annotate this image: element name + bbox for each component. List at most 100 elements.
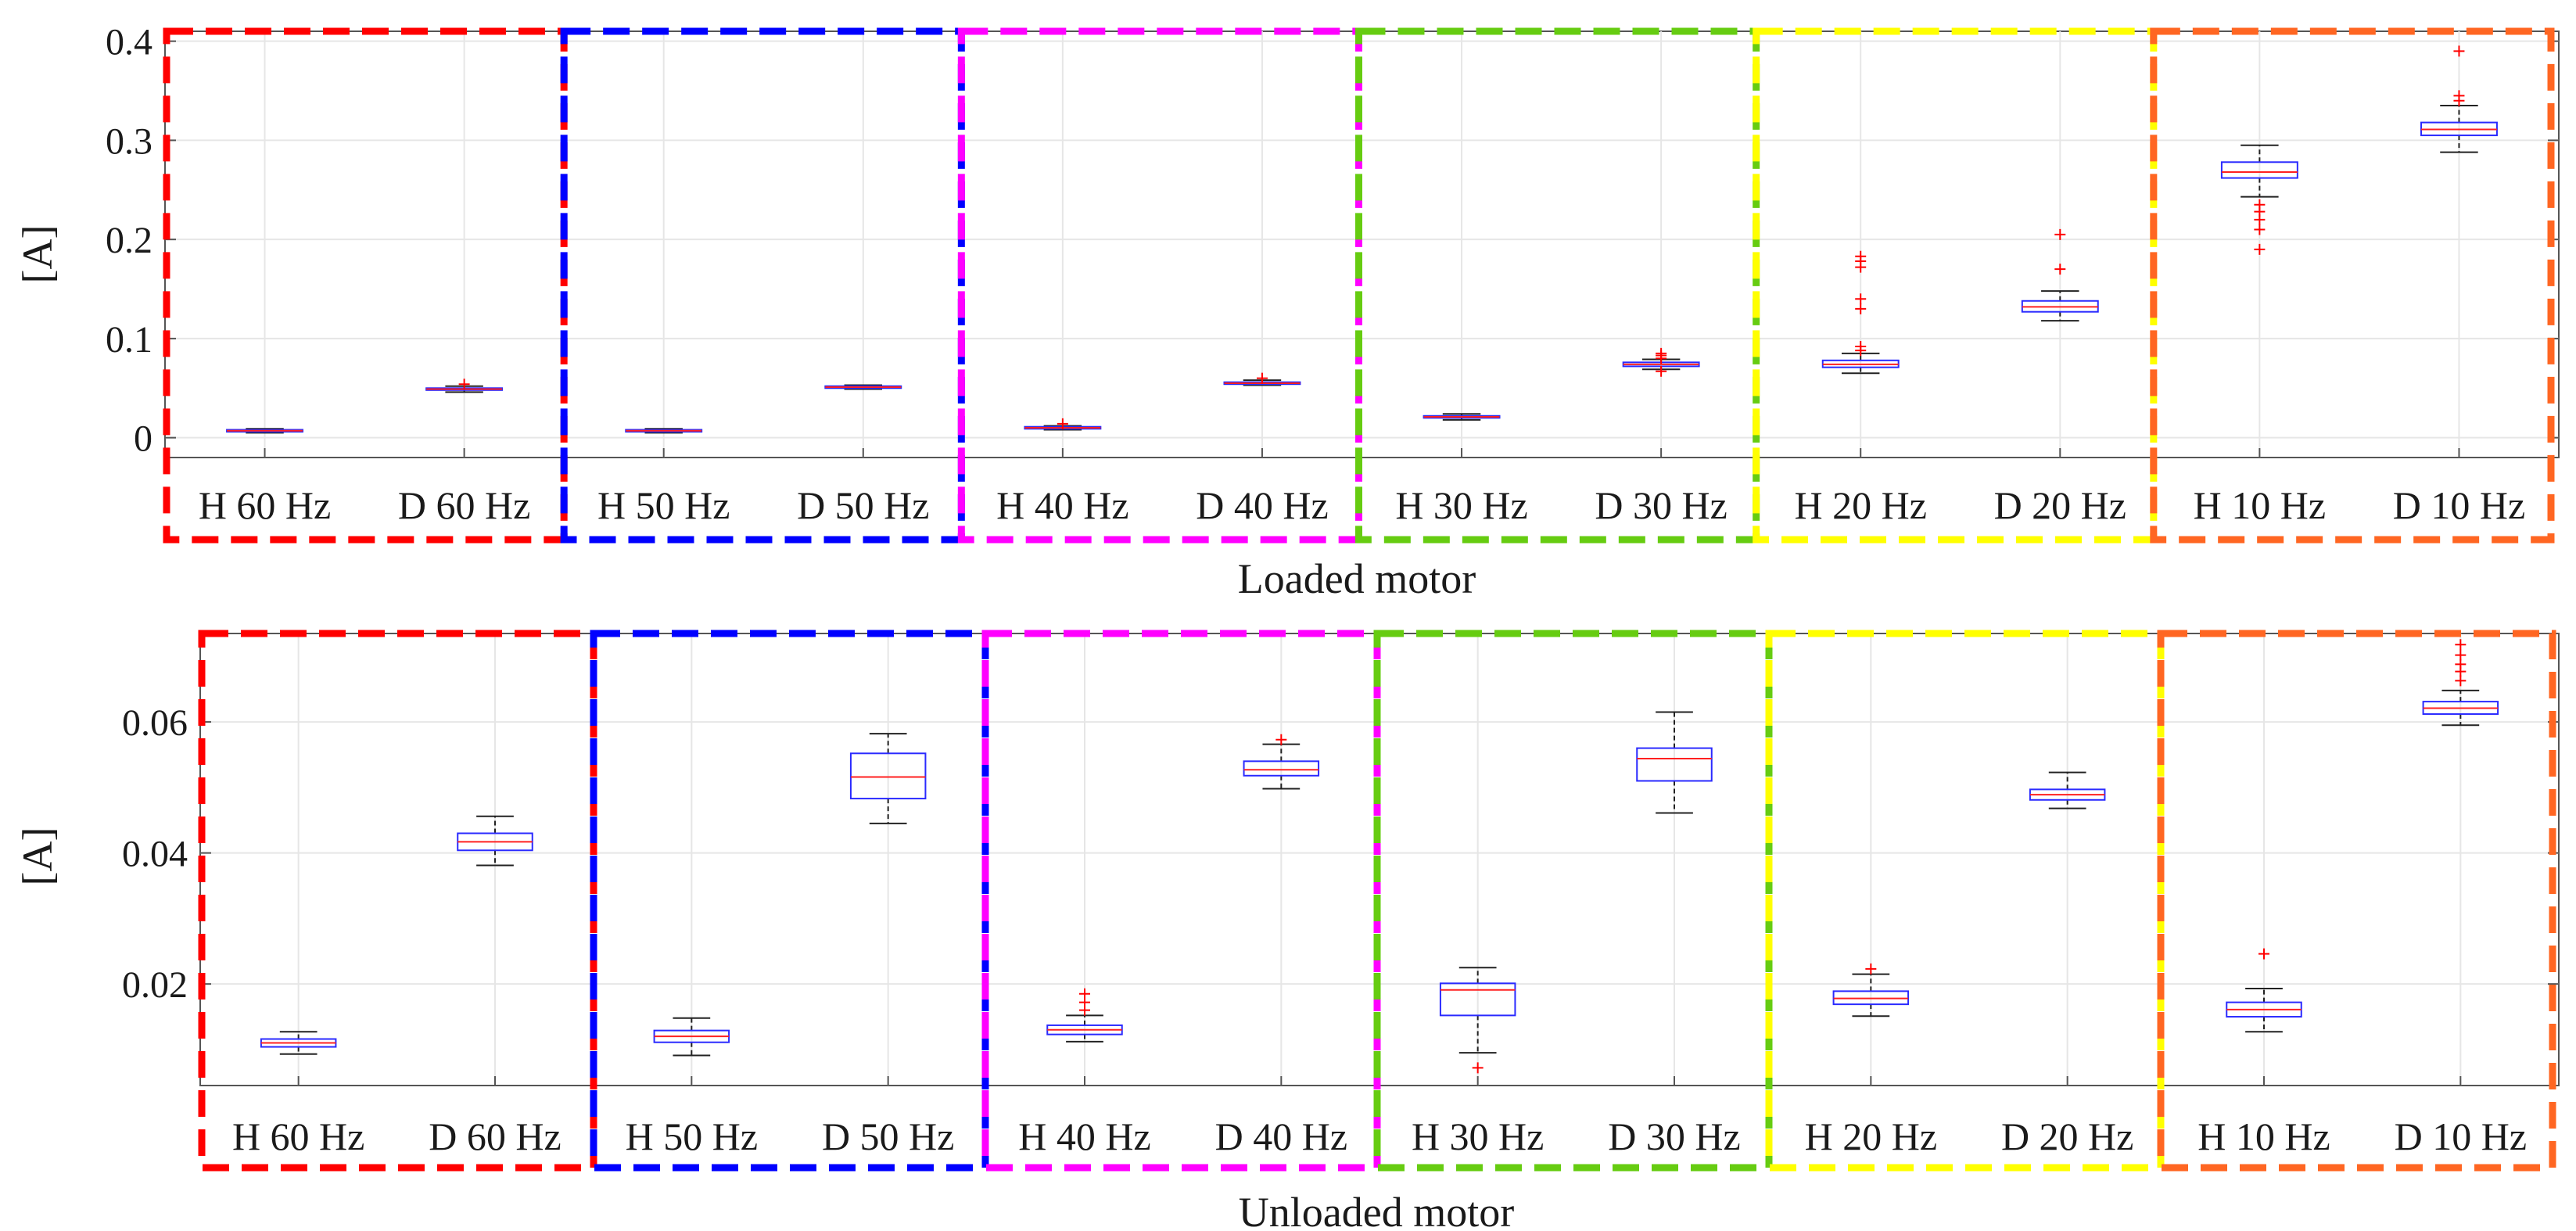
box-h-10-hz <box>2226 948 2302 1033</box>
box-d-30-hz <box>1636 711 1713 814</box>
group-frame-10hz <box>2157 630 2556 1172</box>
y-tick-label: 0.04 <box>122 834 188 875</box>
box-h-30-hz <box>1423 413 1501 421</box>
box-d-20-hz <box>2021 228 2099 322</box>
outlier-marker <box>1865 963 1877 974</box>
x-tick-label: H 20 Hz <box>1805 1114 1937 1158</box>
box-h-50-hz <box>653 1017 730 1057</box>
group-frame-30hz <box>1373 630 1773 1172</box>
x-tick-label: D 50 Hz <box>822 1114 954 1158</box>
outlier-marker <box>2455 649 2467 661</box>
outlier-marker <box>2054 228 2066 240</box>
y-tick-label: 0.2 <box>106 220 152 261</box>
group-frame-50hz <box>560 27 965 544</box>
outlier-marker <box>2455 675 2467 687</box>
box-iqr <box>1243 760 1320 777</box>
outlier-marker <box>1079 988 1090 1000</box>
box-d-20-hz <box>2029 771 2106 809</box>
box-d-40-hz <box>1223 372 1301 386</box>
y-axis-label-loaded: [A] <box>14 225 61 284</box>
outlier-marker <box>2453 90 2465 102</box>
box-h-50-hz <box>625 428 703 434</box>
group-frame-10hz <box>2150 27 2555 544</box>
box-d-10-hz <box>2420 45 2498 153</box>
x-axis-label-unloaded: Unloaded motor <box>1239 1189 1514 1231</box>
x-tick-label: D 60 Hz <box>398 483 530 527</box>
outlier-marker <box>1656 347 1667 359</box>
box-h-30-hz <box>1439 967 1516 1074</box>
x-tick-label: D 50 Hz <box>797 483 929 527</box>
loaded-motor-panel: 0 0.1 0.2 0.3 0.4 H 60 Hz D 60 Hz H 50 Hz D 50 H… <box>14 22 2560 602</box>
x-axis-label-loaded: Loaded motor <box>1238 555 1476 602</box>
box-d-50-hz <box>824 384 902 390</box>
group-frame-20hz <box>1765 630 2165 1172</box>
box-iqr <box>1439 982 1516 1017</box>
box-h-10-hz <box>2220 144 2298 255</box>
x-tick-label: D 20 Hz <box>2001 1114 2133 1158</box>
x-tick-label: H 30 Hz <box>1395 483 1527 527</box>
group-frame-50hz <box>590 630 989 1172</box>
x-tick-label: H 10 Hz <box>2197 1114 2330 1158</box>
y-tick-label: 0.3 <box>106 120 152 162</box>
group-frame-40hz <box>981 630 1381 1172</box>
box-d-60-hz <box>425 379 504 393</box>
x-tick-label: D 60 Hz <box>429 1114 561 1158</box>
outlier-marker <box>2254 243 2266 255</box>
box-h-60-hz <box>260 1031 337 1055</box>
outlier-marker <box>1855 250 1867 262</box>
x-tick-label: H 60 Hz <box>199 483 331 527</box>
y-tick-label: 0.1 <box>106 319 152 361</box>
x-tick-label: H 50 Hz <box>626 1114 758 1158</box>
x-tick-label: H 20 Hz <box>1794 483 1926 527</box>
box-h-20-hz <box>1821 250 1900 375</box>
outlier-marker <box>1656 365 1667 377</box>
x-tick-label: D 20 Hz <box>1994 483 2126 527</box>
y-axis-label-unloaded: [A] <box>14 827 61 886</box>
x-tick-label: D 10 Hz <box>2395 1114 2527 1158</box>
outlier-marker <box>1472 1062 1484 1074</box>
x-tick-label: D 40 Hz <box>1215 1114 1347 1158</box>
box-h-40-hz <box>1046 988 1123 1043</box>
x-tick-label: H 30 Hz <box>1412 1114 1544 1158</box>
outlier-marker <box>2254 199 2266 210</box>
unloaded-motor-panel: 0.02 0.04 0.06 H 60 Hz D 60 Hz H 50 Hz D 50 Hz… <box>14 630 2560 1231</box>
box-d-30-hz <box>1622 347 1700 377</box>
box-d-60-hz <box>457 815 533 867</box>
box-d-10-hz <box>2422 639 2499 727</box>
group-frame-30hz <box>1355 27 1760 544</box>
box-d-50-hz <box>849 733 927 824</box>
x-tick-label: D 30 Hz <box>1608 1114 1740 1158</box>
x-tick-label: D 10 Hz <box>2393 483 2525 527</box>
box-iqr <box>1636 747 1713 782</box>
y-tick-label: 0.4 <box>106 22 152 63</box>
box-d-40-hz <box>1243 734 1320 790</box>
outlier-marker <box>2254 224 2266 235</box>
box-h-20-hz <box>1832 963 1910 1017</box>
x-tick-label: H 10 Hz <box>2194 483 2326 527</box>
outlier-marker <box>2455 659 2467 670</box>
outlier-marker <box>1855 293 1867 305</box>
outlier-marker <box>1256 372 1268 384</box>
x-tick-label: H 60 Hz <box>232 1114 364 1158</box>
x-tick-label: D 30 Hz <box>1595 483 1727 527</box>
outlier-marker <box>2258 948 2269 960</box>
y-tick-label: 0.02 <box>122 964 188 1006</box>
y-tick-label: 0 <box>134 418 152 460</box>
outlier-marker <box>1855 303 1867 314</box>
outlier-marker <box>1057 418 1068 429</box>
group-frame-60hz <box>198 630 597 1172</box>
y-tick-label: 0.06 <box>122 702 188 744</box>
box-h-60-hz <box>226 428 304 434</box>
outlier-marker <box>2453 45 2465 57</box>
outlier-marker <box>1275 734 1287 745</box>
x-tick-label: D 40 Hz <box>1196 483 1328 527</box>
x-tick-label: H 50 Hz <box>597 483 730 527</box>
box-h-40-hz <box>1024 418 1102 431</box>
group-frame-40hz <box>957 27 1363 544</box>
outlier-marker <box>2054 264 2066 275</box>
outlier-marker <box>2455 639 2467 651</box>
group-frame-60hz <box>163 27 568 544</box>
box-iqr <box>2220 161 2298 179</box>
outlier-marker <box>1855 341 1867 353</box>
